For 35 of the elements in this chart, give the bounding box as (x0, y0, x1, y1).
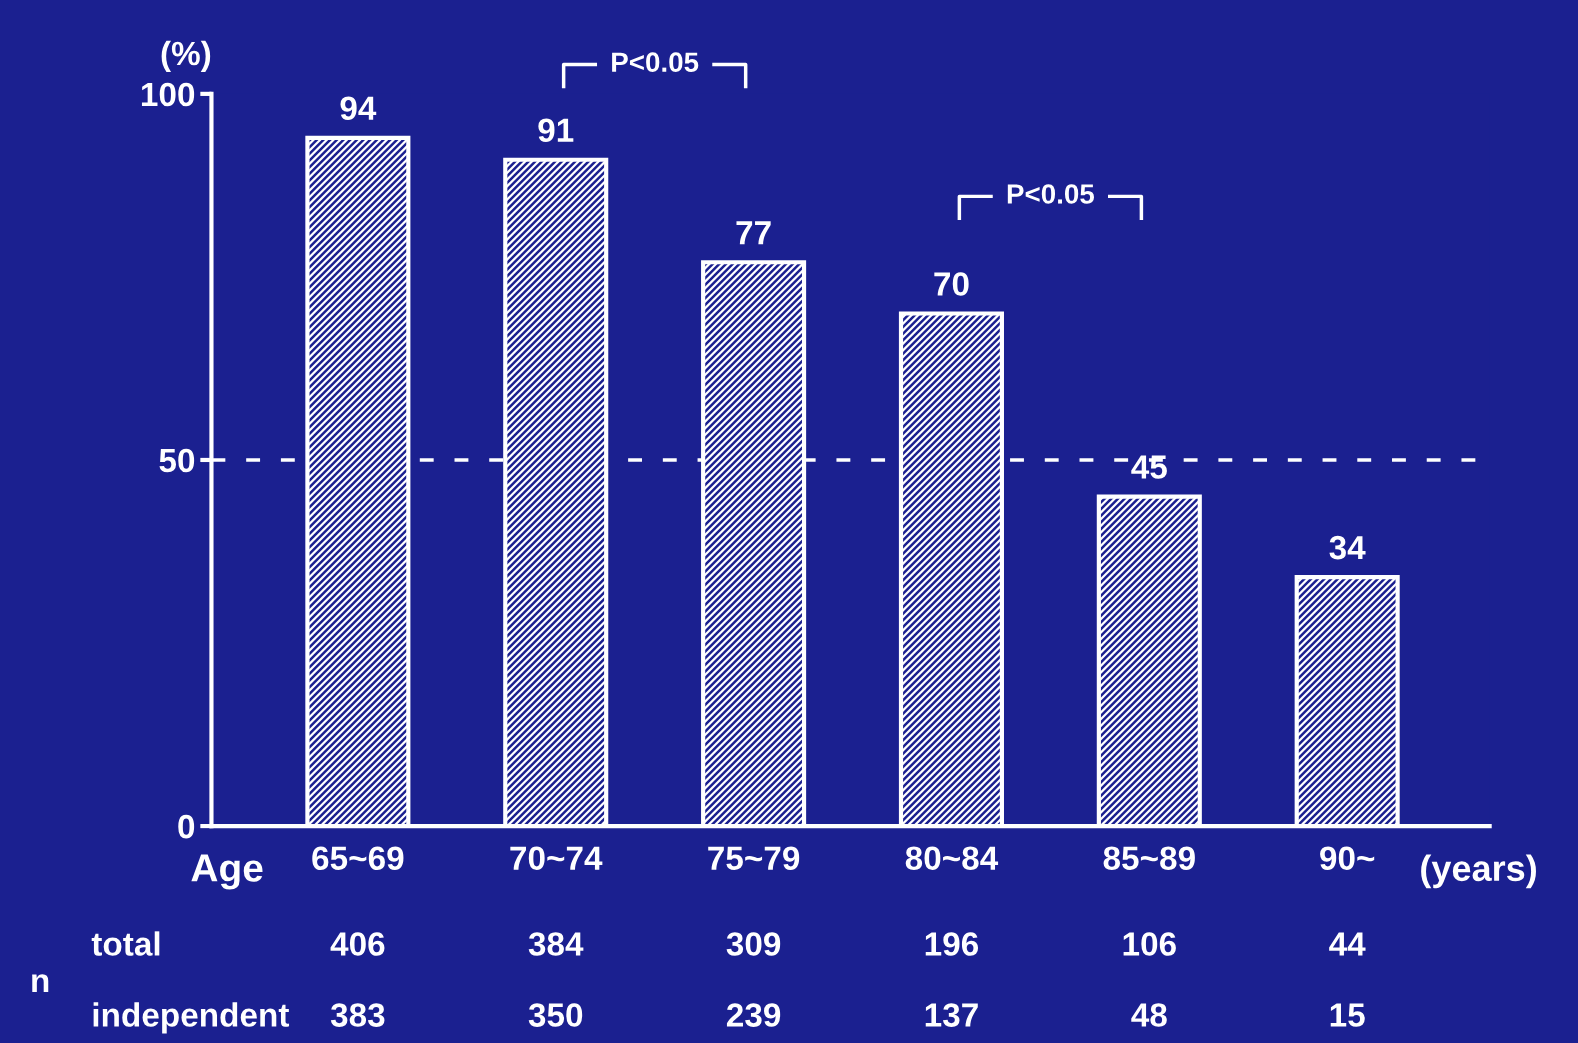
annotation: P<0.05 (1007, 184, 1095, 204)
text: 15 (1330, 1003, 1365, 1027)
y-tick-label: 100 (141, 82, 195, 107)
data-label: 94 (340, 96, 377, 121)
text: P<0.05 (612, 52, 699, 73)
text: 196 (925, 932, 979, 956)
x-tick-label: 65~69 (312, 846, 404, 870)
text: 309 (726, 932, 781, 956)
data-label: 77 (736, 221, 771, 245)
x-axis-title: Age (191, 854, 263, 890)
text: 44 (1329, 932, 1366, 956)
text: 137 (925, 1003, 978, 1027)
data-label: 91 (538, 118, 574, 143)
text: 406 (330, 932, 385, 956)
x-tick-label: 75~79 (708, 846, 800, 870)
text: independent (93, 1002, 290, 1034)
text: 384 (528, 932, 584, 956)
x-tick-label: 85~89 (1103, 846, 1195, 870)
text: 239 (726, 1003, 781, 1027)
text: n (32, 974, 49, 993)
x-tick-label: 90~ (1320, 846, 1375, 870)
text: 48 (1131, 1003, 1167, 1027)
text: total (91, 931, 160, 956)
data-label: 70 (934, 272, 969, 296)
data-label: 34 (1329, 535, 1366, 560)
text: 106 (1123, 932, 1176, 956)
text: 350 (528, 1003, 583, 1027)
x-tick-label: 70~74 (510, 846, 603, 870)
y-axis-title: (%) (161, 40, 211, 72)
data-label: 45 (1131, 455, 1167, 479)
y-tick-label: 0 (178, 814, 195, 839)
y-tick-label: 50 (159, 448, 195, 473)
text: (years) (1421, 854, 1536, 889)
text: 383 (330, 1003, 385, 1027)
x-tick-label: 80~84 (905, 846, 999, 870)
